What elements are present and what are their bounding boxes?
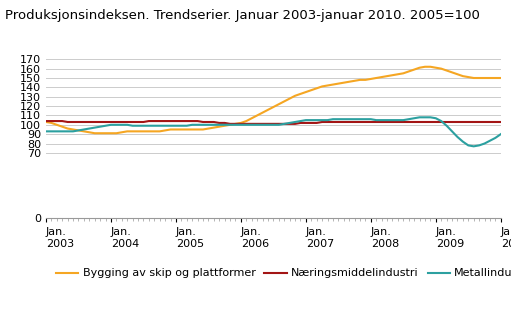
Bygging av skip og plattformer bbox=[43, 120, 49, 124]
Bygging av skip og plattformer bbox=[422, 65, 428, 69]
Metallindustri bbox=[481, 142, 487, 145]
Bygging av skip og plattformer bbox=[481, 76, 487, 80]
Metallindustri bbox=[178, 124, 184, 128]
Text: Produksjonsindeksen. Trendserier. Januar 2003-januar 2010. 2005=100: Produksjonsindeksen. Trendserier. Januar… bbox=[5, 9, 480, 22]
Line: Metallindustri: Metallindustri bbox=[46, 117, 501, 146]
Line: Næringsmiddelindustri: Næringsmiddelindustri bbox=[46, 121, 501, 124]
Metallindustri bbox=[498, 132, 504, 136]
Metallindustri bbox=[270, 123, 276, 127]
Næringsmiddelindustri bbox=[119, 120, 125, 124]
Næringsmiddelindustri bbox=[276, 122, 282, 126]
Næringsmiddelindustri bbox=[227, 122, 233, 126]
Næringsmiddelindustri bbox=[183, 119, 190, 123]
Metallindustri bbox=[471, 144, 477, 148]
Metallindustri bbox=[200, 123, 206, 127]
Metallindustri bbox=[416, 115, 423, 119]
Bygging av skip og plattformer bbox=[498, 76, 504, 80]
Næringsmiddelindustri bbox=[200, 120, 206, 124]
Bygging av skip og plattformer bbox=[276, 102, 282, 106]
Line: Bygging av skip og plattformer: Bygging av skip og plattformer bbox=[46, 67, 501, 133]
Bygging av skip og plattformer bbox=[91, 131, 98, 135]
Legend: Bygging av skip og plattformer, Næringsmiddelindustri, Metallindustri: Bygging av skip og plattformer, Næringsm… bbox=[52, 264, 511, 283]
Metallindustri bbox=[43, 129, 49, 133]
Næringsmiddelindustri bbox=[476, 120, 482, 124]
Metallindustri bbox=[183, 124, 190, 128]
Metallindustri bbox=[119, 123, 125, 127]
Næringsmiddelindustri bbox=[498, 120, 504, 124]
Bygging av skip og plattformer bbox=[205, 127, 212, 130]
Bygging av skip og plattformer bbox=[183, 128, 190, 131]
Bygging av skip og plattformer bbox=[189, 128, 195, 131]
Næringsmiddelindustri bbox=[43, 119, 49, 123]
Næringsmiddelindustri bbox=[178, 119, 184, 123]
Bygging av skip og plattformer bbox=[124, 129, 130, 133]
